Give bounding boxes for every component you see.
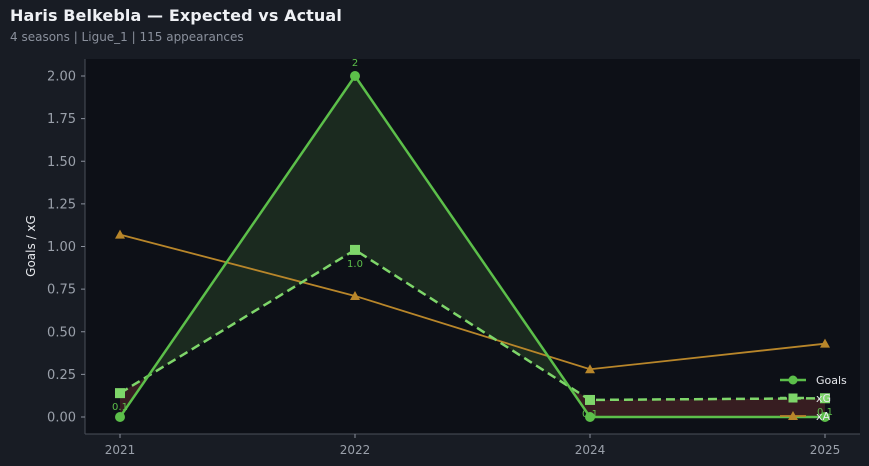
xg-value-label: 0.1 bbox=[112, 402, 128, 413]
xg-value-label: 0.1 bbox=[817, 407, 833, 418]
x-tick-label: 2022 bbox=[340, 443, 371, 457]
xa-marker bbox=[115, 229, 125, 239]
y-tick-label: 1.75 bbox=[47, 112, 76, 127]
goals-marker bbox=[820, 412, 830, 422]
y-tick-label: 0.25 bbox=[47, 368, 76, 383]
xg-value-label: 0.1 bbox=[582, 409, 598, 420]
underperformance-fill bbox=[590, 398, 825, 417]
goals-value-label: 2 bbox=[352, 58, 358, 69]
y-tick-label: 0.50 bbox=[47, 325, 76, 340]
legend-item-goals: Goals bbox=[780, 374, 847, 387]
x-tick-label: 2021 bbox=[105, 443, 136, 457]
square-marker-icon bbox=[788, 393, 798, 403]
xg-marker bbox=[585, 394, 595, 405]
y-tick-label: 1.50 bbox=[47, 155, 76, 170]
y-tick-label: 2.00 bbox=[47, 70, 76, 85]
chart-subtitle: 4 seasons | Ligue_1 | 115 appearances bbox=[10, 30, 244, 44]
triangle-marker-icon bbox=[788, 411, 798, 420]
legend-item-xa: xA bbox=[780, 410, 831, 423]
goals-line bbox=[118, 73, 825, 419]
legend-label: xA bbox=[816, 410, 831, 423]
legend-label: xG bbox=[816, 392, 831, 405]
y-axis-label: Goals / xG bbox=[24, 215, 38, 277]
y-tick-label: 0.00 bbox=[47, 411, 76, 426]
y-tick-label: 0.75 bbox=[47, 283, 76, 298]
xg-marker bbox=[350, 244, 360, 255]
chart-title: Haris Belkebla — Expected vs Actual bbox=[10, 6, 342, 25]
xg-marker bbox=[820, 393, 830, 404]
xa-marker bbox=[585, 364, 595, 374]
goals-marker bbox=[115, 412, 125, 422]
xa-marker bbox=[820, 338, 830, 348]
xg-line bbox=[119, 248, 826, 402]
y-tick-label: 1.00 bbox=[47, 240, 76, 255]
legend-item-xg: xG bbox=[780, 392, 831, 405]
legend: Goals xG xA bbox=[780, 374, 847, 423]
xa-marker bbox=[350, 290, 360, 300]
xg-value-label: 1.0 bbox=[347, 259, 363, 270]
x-tick-label: 2024 bbox=[575, 443, 606, 457]
y-tick-label: 1.25 bbox=[47, 197, 76, 212]
xa-line bbox=[119, 233, 826, 371]
goals-marker bbox=[350, 71, 360, 81]
circle-marker-icon bbox=[788, 375, 798, 385]
xg-marker bbox=[115, 388, 125, 399]
x-tick-label: 2025 bbox=[810, 443, 841, 457]
goals-marker bbox=[585, 412, 595, 422]
legend-label: Goals bbox=[816, 374, 847, 387]
